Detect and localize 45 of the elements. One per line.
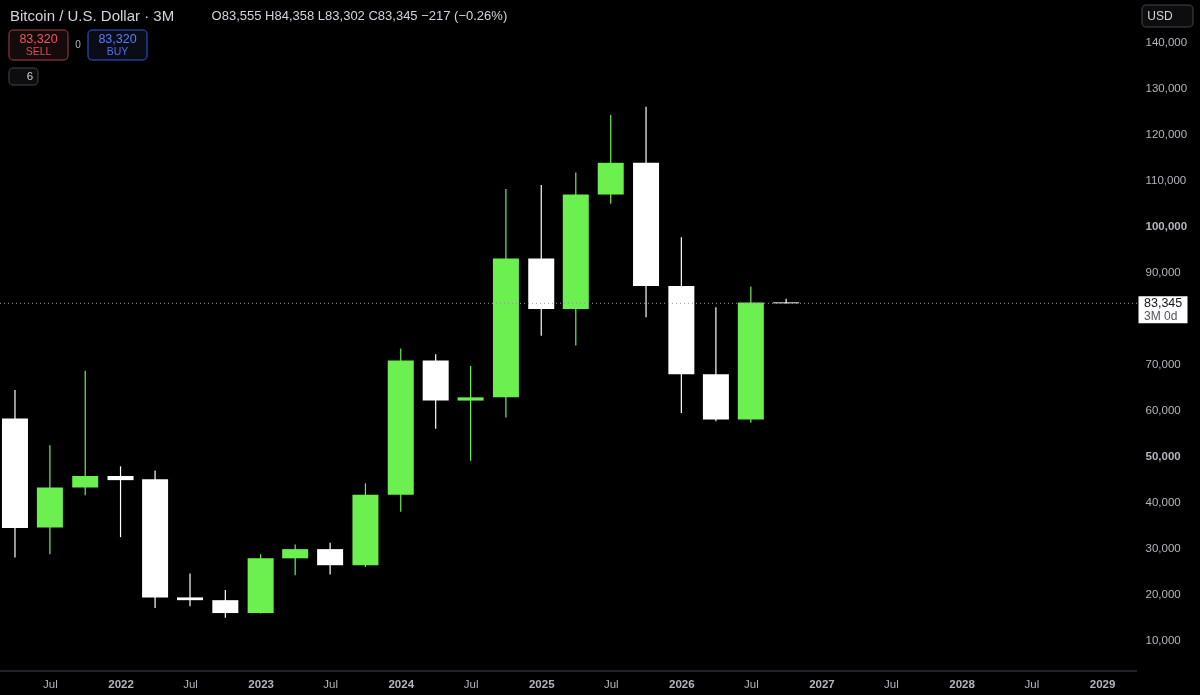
- y-tick-label: 90,000: [1145, 266, 1181, 279]
- y-tick-label: 140,000: [1145, 36, 1188, 49]
- x-tick-label: Jul: [743, 677, 759, 690]
- x-tick-label: 2029: [1089, 677, 1116, 690]
- x-tick-label: Jul: [884, 677, 899, 690]
- text: USD: [1147, 9, 1173, 23]
- x-tick-label: Jul: [463, 677, 479, 690]
- x-tick-label: Jul: [1024, 677, 1040, 690]
- text: O83,555 H84,358 L83,302 C83,345 −217 (−0.26%): [211, 8, 508, 23]
- x-tick-label: 2022: [108, 677, 134, 690]
- x-tick-label: Jul: [323, 677, 338, 690]
- annotation: 83,320: [19, 32, 58, 46]
- y-tick-label: 130,000: [1145, 82, 1188, 95]
- text: 3M 0d: [1144, 309, 1178, 324]
- y-tick-label: 20,000: [1145, 588, 1181, 601]
- y-tick-label: 120,000: [1145, 128, 1188, 141]
- annotation: 6: [26, 69, 34, 82]
- candlestick: [773, 298, 800, 305]
- annotation: 83,320: [98, 32, 137, 46]
- x-tick-label: 2024: [388, 677, 415, 690]
- x-tick-label: 2026: [669, 677, 695, 690]
- y-tick-label: 110,000: [1145, 174, 1187, 187]
- candlestick: [72, 370, 99, 496]
- y-tick-label: 50,000: [1145, 450, 1181, 463]
- candlestick: [177, 572, 204, 607]
- x-tick-label: 2023: [248, 677, 274, 690]
- text: Bitcoin / U.S. Dollar · 3M: [10, 7, 175, 24]
- x-tick-label: 2028: [949, 677, 976, 690]
- ref-line-label: 83,345: [1144, 296, 1183, 311]
- y-tick-label: 100,000: [1145, 220, 1188, 233]
- y-tick-label: 40,000: [1145, 496, 1181, 509]
- x-tick-label: 2025: [528, 677, 556, 690]
- y-tick-label: 70,000: [1145, 358, 1181, 371]
- y-tick-label: 60,000: [1145, 404, 1181, 417]
- x-tick-label: Jul: [43, 677, 58, 690]
- annotation: 0: [75, 39, 82, 50]
- candlestick: [457, 365, 484, 462]
- x-tick-label: 2027: [809, 677, 835, 690]
- y-tick-label: 10,000: [1145, 634, 1181, 647]
- x-tick-label: Jul: [603, 677, 619, 690]
- annotation: SELL: [25, 45, 52, 57]
- candlestick: [107, 465, 134, 538]
- annotation: BUY: [106, 45, 129, 57]
- x-tick-label: Jul: [183, 677, 198, 690]
- y-tick-label: 30,000: [1145, 542, 1181, 555]
